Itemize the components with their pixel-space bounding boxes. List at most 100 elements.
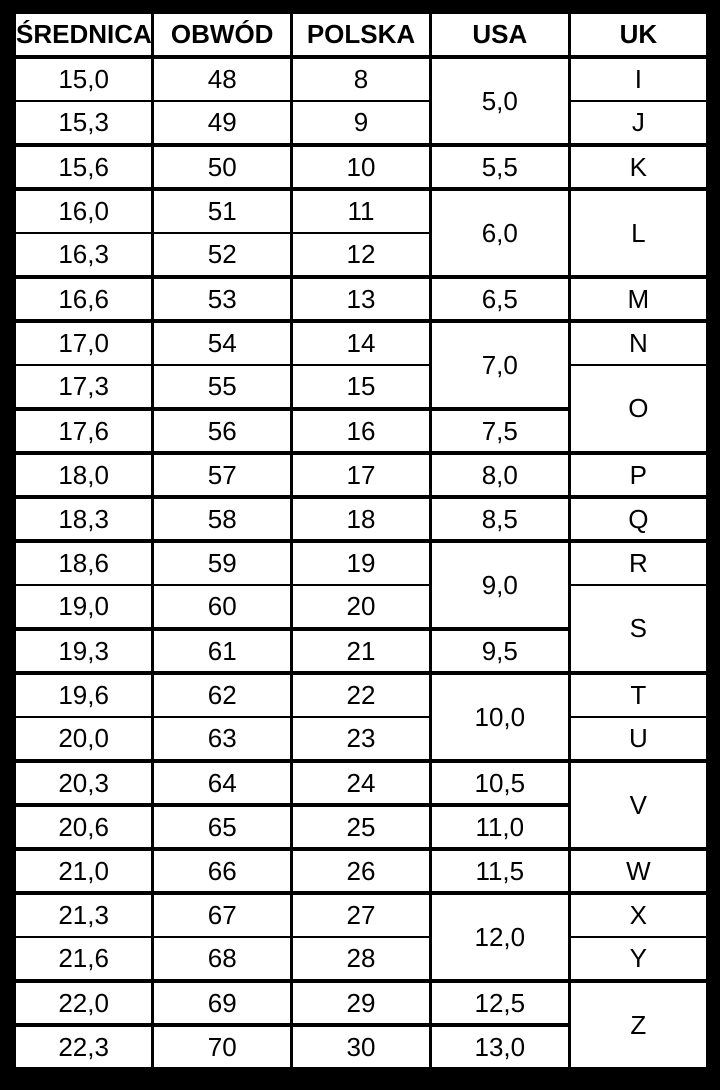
cell-obwod: 70 xyxy=(151,1023,294,1070)
cell-usa: 5,0 xyxy=(428,56,571,146)
cell-obwod: 60 xyxy=(151,584,294,630)
table-body: 15,0 48 8 5,0 I 15,3 49 9 J 15,6 50 10 5,5 K 16,0 51 11 6… xyxy=(12,56,710,1070)
cell-polska: 26 xyxy=(290,847,432,894)
cell-obwod: 61 xyxy=(151,627,294,674)
cell-uk: L xyxy=(567,187,710,278)
cell-obwod: 59 xyxy=(151,539,294,586)
cell-srednica: 21,3 xyxy=(12,891,155,938)
cell-srednica: 19,0 xyxy=(12,584,155,630)
cell-polska: 16 xyxy=(290,407,432,454)
cell-uk: U xyxy=(567,716,710,762)
cell-srednica: 17,0 xyxy=(12,319,155,366)
cell-obwod: 50 xyxy=(151,143,294,190)
cell-usa: 7,0 xyxy=(428,319,571,410)
cell-usa: 10,0 xyxy=(428,671,571,762)
cell-uk: I xyxy=(567,56,710,102)
cell-usa: 12,5 xyxy=(428,979,571,1026)
cell-srednica: 22,0 xyxy=(12,979,155,1026)
table-row: 20,6 65 25 11,0 xyxy=(12,803,708,850)
header-uk: UK xyxy=(567,11,710,59)
header-srednica: ŚREDNICA xyxy=(12,11,155,59)
cell-obwod: 69 xyxy=(151,979,294,1026)
cell-uk: T xyxy=(567,671,710,718)
cell-polska: 9 xyxy=(290,100,432,146)
cell-srednica: 19,6 xyxy=(12,671,155,718)
cell-uk: V xyxy=(567,759,710,850)
cell-obwod: 63 xyxy=(151,716,294,762)
table-row: 21,3 67 27 12,0 X xyxy=(12,891,710,982)
cell-polska: 29 xyxy=(290,979,432,1026)
cell-srednica: 16,0 xyxy=(12,187,155,234)
cell-obwod: 65 xyxy=(151,803,294,850)
cell-polska: 24 xyxy=(290,759,432,806)
cell-uk: Q xyxy=(567,495,710,542)
cell-polska: 11 xyxy=(290,187,432,234)
cell-usa: 8,0 xyxy=(428,451,571,498)
cell-srednica: 18,0 xyxy=(12,451,155,498)
cell-obwod: 53 xyxy=(151,275,294,322)
cell-srednica: 21,0 xyxy=(12,847,155,894)
cell-obwod: 58 xyxy=(151,495,294,542)
cell-polska: 15 xyxy=(290,364,432,410)
cell-srednica: 17,3 xyxy=(12,364,155,410)
cell-uk: Z xyxy=(567,979,710,1070)
cell-uk: S xyxy=(567,584,710,674)
cell-obwod: 57 xyxy=(151,451,294,498)
ring-size-conversion-table: ŚREDNICA OBWÓD POLSKA USA UK 15,0 48 8 5,0 I… xyxy=(12,10,710,1071)
table-row: 16,0 51 11 6,0 L xyxy=(12,187,710,278)
cell-srednica: 15,0 xyxy=(12,56,155,102)
cell-uk: W xyxy=(567,847,710,894)
header-polska: POLSKA xyxy=(290,11,432,59)
table-row: 16,3 52 12 xyxy=(12,232,708,278)
cell-obwod: 66 xyxy=(151,847,294,894)
table-row: 20,0 63 23 U xyxy=(12,716,710,762)
cell-polska: 17 xyxy=(290,451,432,498)
cell-polska: 22 xyxy=(290,671,432,718)
cell-obwod: 62 xyxy=(151,671,294,718)
cell-srednica: 15,3 xyxy=(12,100,155,146)
cell-usa: 7,5 xyxy=(428,407,571,454)
cell-srednica: 19,3 xyxy=(12,627,155,674)
cell-uk: K xyxy=(567,143,710,190)
cell-srednica: 15,6 xyxy=(12,143,155,190)
cell-polska: 10 xyxy=(290,143,432,190)
cell-usa: 11,0 xyxy=(428,803,571,850)
cell-srednica: 22,3 xyxy=(12,1023,155,1070)
cell-obwod: 52 xyxy=(151,232,294,278)
table-row: 19,6 62 22 10,0 T xyxy=(12,671,710,762)
table-row: 19,0 60 20 S xyxy=(12,584,710,674)
cell-usa: 9,5 xyxy=(428,627,571,674)
header-usa: USA xyxy=(428,11,571,59)
cell-srednica: 20,3 xyxy=(12,759,155,806)
header-obwod: OBWÓD xyxy=(151,11,294,59)
table-row: 15,6 50 10 5,5 K xyxy=(12,143,710,190)
cell-usa: 5,5 xyxy=(428,143,571,190)
cell-srednica: 16,3 xyxy=(12,232,155,278)
cell-obwod: 49 xyxy=(151,100,294,146)
cell-polska: 14 xyxy=(290,319,432,366)
cell-obwod: 67 xyxy=(151,891,294,938)
cell-usa: 9,0 xyxy=(428,539,571,630)
cell-uk: N xyxy=(567,319,710,366)
cell-uk: P xyxy=(567,451,710,498)
table-row: 17,0 54 14 7,0 N xyxy=(12,319,710,410)
cell-uk: J xyxy=(567,100,710,146)
cell-uk: R xyxy=(567,539,710,586)
cell-polska: 23 xyxy=(290,716,432,762)
cell-polska: 21 xyxy=(290,627,432,674)
cell-polska: 20 xyxy=(290,584,432,630)
cell-srednica: 20,6 xyxy=(12,803,155,850)
cell-usa: 12,0 xyxy=(428,891,571,982)
table-row: 21,6 68 28 Y xyxy=(12,936,710,982)
cell-usa: 11,5 xyxy=(428,847,571,894)
cell-polska: 27 xyxy=(290,891,432,938)
cell-polska: 18 xyxy=(290,495,432,542)
table-row: 21,0 66 26 11,5 W xyxy=(12,847,710,894)
cell-usa: 6,0 xyxy=(428,187,571,278)
cell-srednica: 21,6 xyxy=(12,936,155,982)
cell-srednica: 17,6 xyxy=(12,407,155,454)
table-row: 22,3 70 30 13,0 xyxy=(12,1023,708,1070)
cell-usa: 10,5 xyxy=(428,759,571,806)
